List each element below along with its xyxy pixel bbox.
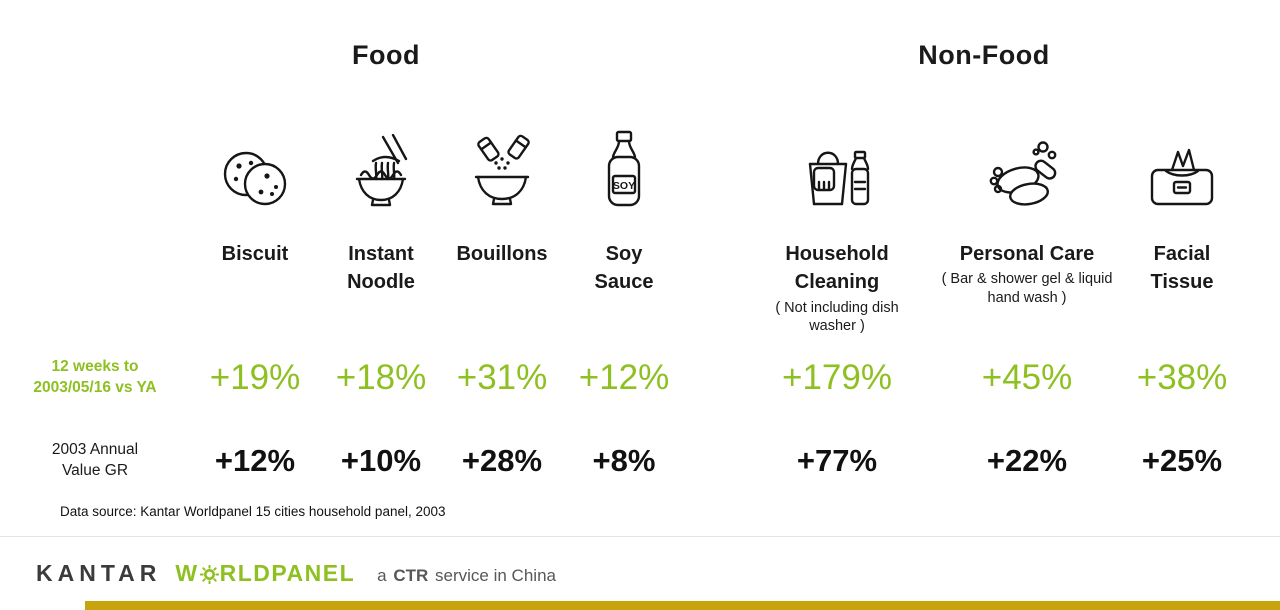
growth-value: +179% xyxy=(782,358,892,397)
category-label: Biscuit xyxy=(221,243,289,265)
growth-value: +19% xyxy=(209,358,301,397)
tagline-suffix: service in China xyxy=(435,566,556,585)
category-icons-row: SOY xyxy=(0,110,1280,208)
growth-value: +38% xyxy=(1136,358,1228,397)
svg-text:SOY: SOY xyxy=(613,180,635,192)
footer-brand: KANTAR W RLDPANEL a CTR se xyxy=(36,560,556,587)
growth-value: +28% xyxy=(461,443,543,478)
category-sublabel: ( Not including dish washer ) xyxy=(775,299,899,334)
growth-value: +12% xyxy=(578,358,670,397)
growth-value: +77% xyxy=(796,443,878,478)
growth-value: +22% xyxy=(986,443,1068,478)
category-instant-noodle: Instant Noodle xyxy=(320,240,442,335)
personal-care-icon xyxy=(988,138,1066,208)
category-label: Instant Noodle xyxy=(347,243,415,294)
growth-value: +10% xyxy=(340,443,422,478)
soy-sauce-icon: SOY xyxy=(596,130,652,208)
group-header-non-food: Non-Food xyxy=(918,40,1050,70)
growth-row-annual: 2003 Annual Value GR +12% +10% +28% +8% … xyxy=(0,432,1280,490)
facial-tissue-icon xyxy=(1142,140,1222,208)
growth-value: +12% xyxy=(214,443,296,478)
category-label: Household Cleaning xyxy=(785,243,889,294)
row-label-annual: 2003 Annual Value GR xyxy=(51,441,139,479)
growth-row-12-weeks: 12 weeks to 2003/05/16 vs YA +19% +18% +… xyxy=(0,348,1280,408)
footer-tagline: a CTR service in China xyxy=(377,566,556,586)
category-labels-row: Biscuit Instant Noodle Bouillons Soy Sau… xyxy=(0,240,1280,335)
footer-divider xyxy=(0,536,1280,537)
category-personal-care: Personal Care ( Bar & shower gel & liqui… xyxy=(932,240,1122,335)
kantar-logo-text: KANTAR xyxy=(36,560,162,586)
category-label: Soy Sauce xyxy=(594,243,654,294)
growth-value: +31% xyxy=(456,358,548,397)
group-header-food: Food xyxy=(352,40,420,70)
category-facial-tissue: Facial Tissue xyxy=(1122,240,1242,335)
category-biscuit: Biscuit xyxy=(190,240,320,335)
household-cleaning-icon xyxy=(796,136,878,208)
bouillons-icon xyxy=(463,133,541,208)
growth-value: +18% xyxy=(335,358,427,397)
tagline-prefix: a xyxy=(377,566,387,585)
category-sublabel: ( Bar & shower gel & liquid hand wash ) xyxy=(941,271,1113,306)
instant-noodle-icon xyxy=(343,134,419,208)
category-label: Personal Care xyxy=(959,243,1095,265)
row-label-12-weeks: 12 weeks to 2003/05/16 vs YA xyxy=(33,358,157,396)
category-label: Facial Tissue xyxy=(1150,243,1214,294)
bottom-accent-bar xyxy=(85,601,1280,610)
worldpanel-o-icon xyxy=(199,565,219,584)
worldpanel-w: W xyxy=(175,560,199,586)
tagline-ctr: CTR xyxy=(393,566,429,585)
category-household-cleaning: Household Cleaning ( Not including dish … xyxy=(742,240,932,335)
worldpanel-rest: RLDPANEL xyxy=(219,560,356,586)
biscuit-icon xyxy=(220,146,290,208)
worldpanel-logo-text: W RLDPANEL xyxy=(175,560,355,587)
group-header-row: Food Non-Food xyxy=(0,40,1280,71)
category-soy-sauce: Soy Sauce xyxy=(562,240,686,335)
growth-value: +25% xyxy=(1141,443,1223,478)
category-bouillons: Bouillons xyxy=(442,240,562,335)
growth-value: +8% xyxy=(592,443,656,478)
data-source-note: Data source: Kantar Worldpanel 15 cities… xyxy=(60,504,446,519)
growth-value: +45% xyxy=(981,358,1073,397)
category-label: Bouillons xyxy=(456,243,548,265)
